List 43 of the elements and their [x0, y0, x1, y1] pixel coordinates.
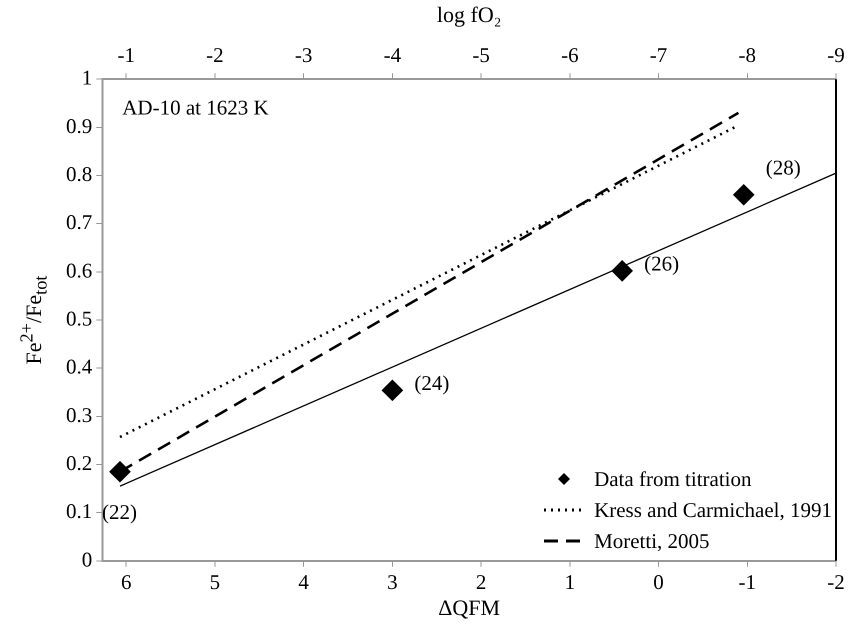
x-tick-label: 2	[476, 570, 486, 594]
x-tick-label: 5	[210, 570, 220, 594]
annotation: (22)	[102, 500, 137, 524]
y-tick-label: 1	[82, 66, 92, 90]
x-tick-label: 3	[387, 570, 398, 594]
x2-tick-label: -9	[827, 43, 845, 68]
y-tick-label: 0.5	[66, 306, 92, 331]
x-tick-label: -1	[738, 570, 756, 594]
point	[110, 461, 130, 482]
x-tick-label: 1	[564, 570, 576, 594]
annotation: AD-10 at 1623 K	[122, 96, 269, 120]
y-tick-label: 0.2	[66, 450, 92, 475]
point	[733, 184, 754, 206]
y-tick-label: 0	[82, 547, 92, 572]
legend-label: Moretti, 2005	[594, 528, 710, 554]
x2-tick-label: -8	[738, 43, 756, 68]
y-tick-label: 0.3	[66, 402, 92, 427]
y-tick-label: 0.6	[66, 258, 92, 282]
x2-tick-label: -1	[117, 43, 135, 68]
x-tick-label: 6	[120, 570, 132, 594]
x-tick-label: -2	[827, 570, 845, 594]
x2-tick-label: -2	[206, 43, 224, 68]
y-tick-label: 0.9	[66, 114, 92, 138]
annotation: (24)	[414, 370, 450, 395]
annotation: (26)	[644, 251, 680, 276]
x2-tick-label: -3	[294, 43, 312, 68]
legend-label: Data from titration	[594, 466, 752, 492]
x2-tick-label: -6	[561, 43, 579, 68]
point	[612, 260, 632, 282]
y-tick-label: 0.7	[66, 210, 92, 234]
annotation: (28)	[766, 155, 801, 180]
y-tick-label: 0.4	[66, 354, 93, 379]
y-tick-label: 0.8	[66, 162, 92, 186]
legend-label: Kress and Carmichael, 1991	[594, 498, 832, 523]
x-axis-title: ΔQFM	[438, 594, 500, 621]
x2-axis-title: log fO₂	[436, 2, 502, 28]
x2-tick-label: -5	[472, 43, 490, 68]
y-tick-label: 0.1	[66, 499, 92, 524]
x2-tick-label: -4	[384, 43, 402, 68]
x2-tick-label: -7	[650, 43, 668, 68]
x-tick-label: 4	[298, 570, 310, 594]
point	[382, 380, 403, 401]
x-tick-label: 0	[653, 570, 664, 594]
